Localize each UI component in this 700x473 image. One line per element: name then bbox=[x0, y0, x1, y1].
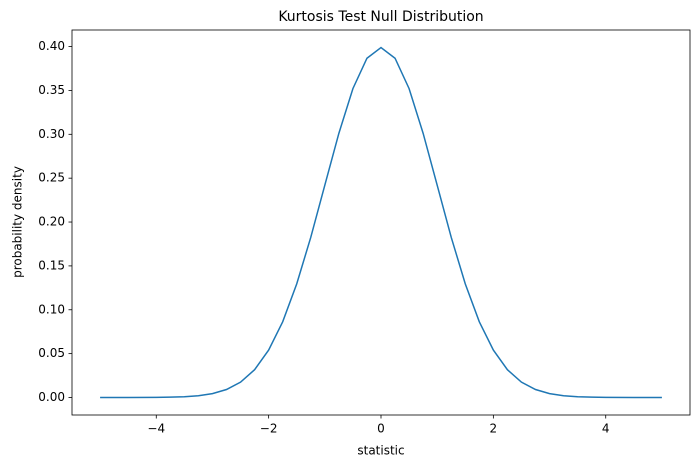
line-series bbox=[100, 46, 662, 399]
y-tick-label: 0.00 bbox=[38, 390, 65, 404]
y-tick-label: 0.10 bbox=[38, 302, 65, 316]
y-axis-label: probability density bbox=[11, 166, 25, 278]
x-tick-label: 0 bbox=[377, 422, 385, 436]
y-tick-label: 0.40 bbox=[38, 39, 65, 53]
x-tick-label: 2 bbox=[490, 422, 498, 436]
y-tick-label: 0.25 bbox=[38, 171, 65, 185]
y-tick-label: 0.35 bbox=[38, 83, 65, 97]
y-tick-label: 0.15 bbox=[38, 258, 65, 272]
x-tick-label: 4 bbox=[602, 422, 610, 436]
y-tick-label: 0.20 bbox=[38, 215, 65, 229]
x-tick-label: −2 bbox=[260, 422, 278, 436]
y-tick-label: 0.05 bbox=[38, 346, 65, 360]
y-tick-label: 0.30 bbox=[38, 127, 65, 141]
plot-frame bbox=[71, 29, 691, 416]
chart-title: Kurtosis Test Null Distribution bbox=[278, 9, 483, 25]
x-axis-label: statistic bbox=[357, 444, 404, 458]
x-tick-label: −4 bbox=[147, 422, 165, 436]
